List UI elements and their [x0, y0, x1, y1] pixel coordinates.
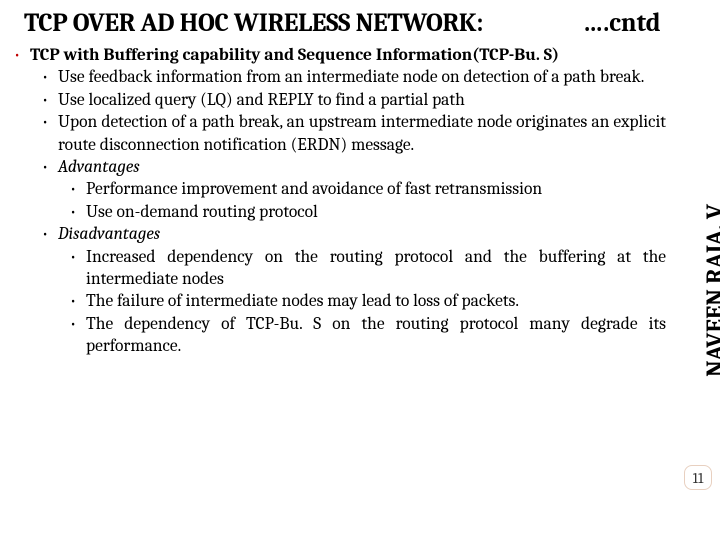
bullet-text: Use feedback information from an interme… — [58, 66, 666, 88]
bullet-main: • TCP with Buffering capability and Sequ… — [14, 44, 666, 66]
bullet-icon: • — [42, 223, 58, 245]
bullet-disadvantages: • Disadvantages — [14, 223, 666, 245]
bullet-item: • Use localized query (LQ) and REPLY to … — [14, 89, 666, 111]
bullet-text: Disadvantages — [58, 223, 666, 245]
slide-title-suffix: ….cntd — [583, 8, 660, 38]
bullet-text: The failure of intermediate nodes may le… — [86, 290, 666, 312]
bullet-icon: • — [70, 290, 86, 312]
bullet-text: Use on-demand routing protocol — [86, 201, 666, 223]
author-sidebar-text: NAVEEN RAJA. V — [701, 204, 720, 377]
page-number-badge: 11 — [684, 465, 712, 490]
bullet-advantages: • Advantages — [14, 156, 666, 178]
bullet-text: Increased dependency on the routing prot… — [86, 246, 666, 291]
bullet-text: The dependency of TCP-Bu. S on the routi… — [86, 313, 666, 358]
bullet-text: TCP with Buffering capability and Sequen… — [30, 44, 666, 66]
bullet-icon: • — [42, 111, 58, 133]
bullet-text: Upon detection of a path break, an upstr… — [58, 111, 666, 156]
bullet-icon: • — [14, 44, 30, 66]
bullet-icon: • — [42, 66, 58, 88]
bullet-icon: • — [70, 201, 86, 223]
bullet-text: Performance improvement and avoidance of… — [86, 178, 666, 200]
bullet-sub-item: • The dependency of TCP-Bu. S on the rou… — [14, 313, 666, 358]
bullet-sub-item: • Increased dependency on the routing pr… — [14, 246, 666, 291]
slide-title-row: TCP OVER AD HOC WIRELESS NETWORK: ….cntd — [14, 8, 702, 38]
bullet-icon: • — [42, 156, 58, 178]
bullet-item: • Use feedback information from an inter… — [14, 66, 666, 88]
bullet-icon: • — [70, 178, 86, 200]
bullet-icon: • — [70, 313, 86, 335]
bullet-icon: • — [70, 246, 86, 268]
slide-title: TCP OVER AD HOC WIRELESS NETWORK: — [24, 8, 483, 38]
slide-container: TCP OVER AD HOC WIRELESS NETWORK: ….cntd… — [0, 0, 720, 540]
bullet-text: Advantages — [58, 156, 666, 178]
slide-content: • TCP with Buffering capability and Sequ… — [14, 44, 702, 357]
bullet-icon: • — [42, 89, 58, 111]
bullet-sub-item: • Performance improvement and avoidance … — [14, 178, 666, 200]
bullet-text: Use localized query (LQ) and REPLY to fi… — [58, 89, 666, 111]
bullet-sub-item: • The failure of intermediate nodes may … — [14, 290, 666, 312]
bullet-sub-item: • Use on-demand routing protocol — [14, 201, 666, 223]
bullet-item: • Upon detection of a path break, an ups… — [14, 111, 666, 156]
